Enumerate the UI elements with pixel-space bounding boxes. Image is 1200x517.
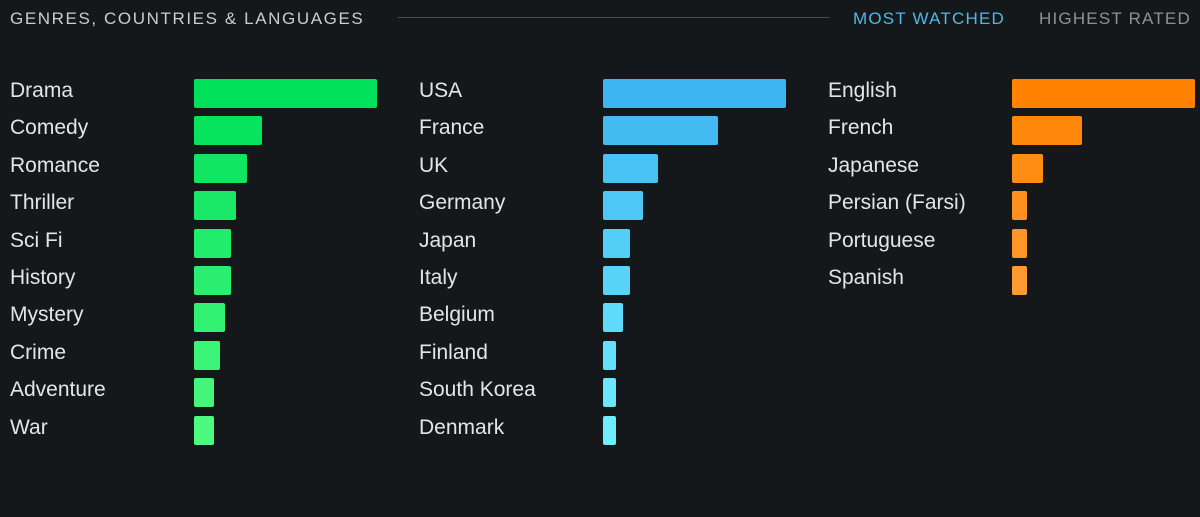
countries-bar xyxy=(603,340,616,370)
languages-bar xyxy=(1012,153,1043,183)
countries-bar xyxy=(603,153,658,183)
genres-bar xyxy=(194,340,220,370)
countries-bar xyxy=(603,378,616,408)
languages-label: Portuguese xyxy=(828,228,936,252)
languages-label: Spanish xyxy=(828,266,904,289)
genres-label: Sci Fi xyxy=(10,228,63,252)
tab-highest-rated[interactable]: HIGHEST RATED xyxy=(1039,9,1191,28)
languages-bar xyxy=(1012,191,1027,221)
countries-row: Japan xyxy=(419,224,819,258)
languages-row: Portuguese xyxy=(828,224,1200,258)
languages-label: Persian (Farsi) xyxy=(828,191,966,215)
genres-bar xyxy=(194,378,214,408)
genres-bar xyxy=(194,191,236,221)
countries-bar xyxy=(603,79,786,108)
countries-label: France xyxy=(419,116,485,140)
genres-label: History xyxy=(10,266,76,289)
countries-label: UK xyxy=(419,153,449,177)
genres-label: Mystery xyxy=(10,303,84,327)
countries-chart: USA France UK Germany Japan Italy Belgium Finla… xyxy=(419,74,819,474)
countries-bar xyxy=(603,116,718,146)
genres-label: War xyxy=(10,415,48,439)
genres-bar xyxy=(194,79,377,108)
genres-row: Sci Fi xyxy=(10,224,410,258)
header-divider xyxy=(398,17,829,18)
genres-row: History xyxy=(10,261,410,295)
languages-bar xyxy=(1012,116,1082,146)
countries-row: South Korea xyxy=(419,373,819,408)
countries-label: Japan xyxy=(419,228,477,252)
countries-row: UK xyxy=(419,149,819,183)
genres-bar xyxy=(194,228,231,258)
genres-label: Thriller xyxy=(10,191,75,215)
tab-most-watched[interactable]: MOST WATCHED xyxy=(853,9,1005,28)
countries-label: South Korea xyxy=(419,378,536,402)
countries-label: USA xyxy=(419,79,463,102)
genres-label: Drama xyxy=(10,79,74,102)
languages-row: Japanese xyxy=(828,149,1200,183)
genres-bar xyxy=(194,415,214,445)
languages-row: English xyxy=(828,74,1200,108)
countries-row: Denmark xyxy=(419,411,819,445)
genres-row: Crime xyxy=(10,336,410,370)
genres-row: Adventure xyxy=(10,373,410,408)
countries-bar xyxy=(603,303,623,333)
genres-row: Romance xyxy=(10,149,410,183)
countries-label: Denmark xyxy=(419,415,505,439)
languages-row: French xyxy=(828,111,1200,146)
genres-row: Comedy xyxy=(10,111,410,146)
languages-row: Spanish xyxy=(828,261,1200,295)
countries-bar xyxy=(603,415,616,445)
languages-chart: English French Japanese Persian (Farsi) Port… xyxy=(828,74,1200,474)
countries-label: Germany xyxy=(419,191,506,215)
countries-row: USA xyxy=(419,74,819,108)
countries-row: Italy xyxy=(419,261,819,295)
languages-bar xyxy=(1012,266,1027,295)
countries-bar xyxy=(603,191,643,221)
countries-label: Belgium xyxy=(419,303,495,327)
genres-label: Adventure xyxy=(10,378,106,402)
countries-row: Belgium xyxy=(419,298,819,333)
genres-label: Crime xyxy=(10,340,66,364)
genres-bar xyxy=(194,116,262,146)
languages-label: English xyxy=(828,79,897,102)
genres-row: Drama xyxy=(10,74,410,108)
genres-bar xyxy=(194,153,247,183)
genres-chart: Drama Comedy Romance Thriller Sci Fi History M… xyxy=(10,74,410,474)
countries-row: Germany xyxy=(419,186,819,221)
languages-bar xyxy=(1012,228,1027,258)
countries-row: Finland xyxy=(419,336,819,370)
languages-label: Japanese xyxy=(828,153,920,177)
genres-row: Mystery xyxy=(10,298,410,333)
languages-label: French xyxy=(828,116,894,140)
genres-row: Thriller xyxy=(10,186,410,221)
genres-bar xyxy=(194,303,225,333)
languages-bar xyxy=(1012,79,1195,108)
countries-label: Italy xyxy=(419,266,458,289)
header: GENRES, COUNTRIES & LANGUAGES MOST WATCH… xyxy=(0,0,1200,38)
genres-label: Comedy xyxy=(10,116,89,140)
countries-row: France xyxy=(419,111,819,146)
countries-label: Finland xyxy=(419,340,488,364)
genres-row: War xyxy=(10,411,410,445)
genres-bar xyxy=(194,266,231,295)
genres-label: Romance xyxy=(10,153,100,177)
section-title: GENRES, COUNTRIES & LANGUAGES xyxy=(10,9,365,28)
languages-row: Persian (Farsi) xyxy=(828,186,1200,221)
countries-bar xyxy=(603,266,630,295)
countries-bar xyxy=(603,228,630,258)
